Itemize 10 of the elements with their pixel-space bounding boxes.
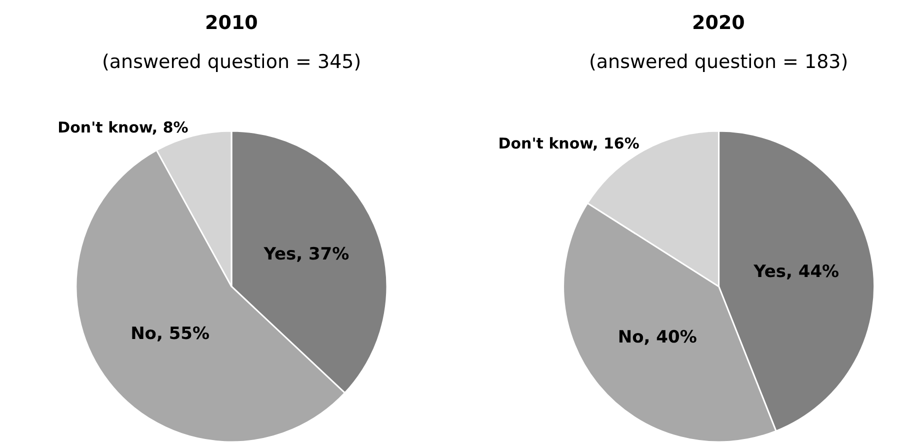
chart-subtitle: (answered question = 345) [102, 51, 362, 73]
slice-label: Don't know, 8% [58, 118, 188, 136]
slice-label: No, 40% [618, 327, 697, 348]
chart-title: 2020 [692, 12, 745, 34]
slice-label: No, 55% [130, 324, 210, 344]
chart-title: 2010 [205, 12, 258, 34]
slice-label: Yes, 37% [262, 244, 350, 264]
slice-label: Yes, 44% [752, 262, 840, 282]
chart-subtitle: (answered question = 183) [589, 51, 848, 73]
slice-label: Don't know, 16% [498, 134, 640, 152]
